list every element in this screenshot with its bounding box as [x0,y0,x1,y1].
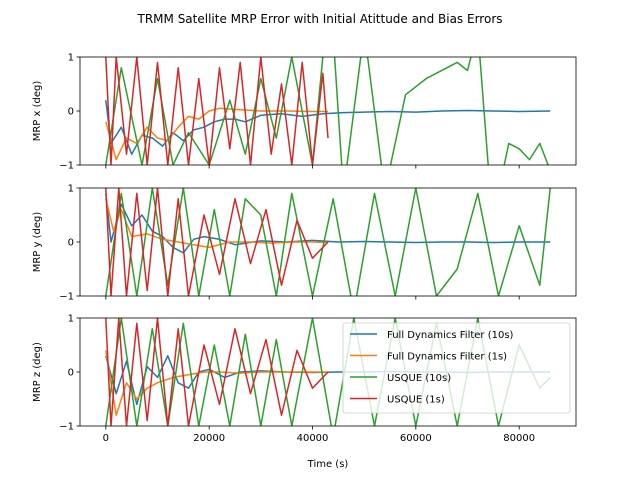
x-tick-label: 40000 [297,433,329,444]
y-axis-label: MRP x (deg) [32,81,43,142]
series-line-full-dynamics-filter-10s- [105,193,551,254]
y-axis-label: MRP z (deg) [32,342,43,402]
series-line-usque-1s- [105,57,329,165]
series-line-usque-10s- [105,57,549,165]
panel-3: −1 0 1 0 20000 40000 60000 80000 MRP z (deg) [32,314,577,444]
y-tick-label: 0 [68,238,74,249]
x-tick-label: 60000 [400,433,432,444]
panel-2: −1 0 1 MRP y (deg) [32,184,577,303]
y-tick-label: −1 [59,422,74,433]
panels: −1 0 1 MRP x (deg) −1 0 1 MRP y (deg) −1 0 1 0 20000… [32,53,577,444]
series-line-usque-1s- [105,318,329,426]
x-axis-label: Time (s) [307,459,349,470]
panel-lines [105,57,551,165]
y-tick-label: −1 [59,161,74,172]
panel-1: −1 0 1 MRP x (deg) [32,53,577,172]
legend: Full Dynamics Filter (10s) Full Dynamics … [342,322,571,414]
legend-label: USQUE (1s) [387,395,445,406]
legend-label: Full Dynamics Filter (10s) [387,330,514,341]
x-tick-label: 80000 [503,433,535,444]
legend-box [342,322,571,414]
panel-lines [105,188,551,296]
y-tick-label: 1 [68,314,74,325]
y-tick-label: 1 [68,184,74,195]
y-tick-label: −1 [59,292,74,303]
y-axis-label: MRP y (deg) [32,212,43,273]
y-tick-label: 0 [68,368,74,379]
legend-label: USQUE (10s) [387,373,451,384]
series-line-usque-1s- [105,188,329,296]
x-tick-label: 20000 [193,433,225,444]
chart-title: TRMM Satellite MRP Error with Initial At… [137,12,503,26]
x-tick-label: 0 [103,433,109,444]
legend-label: Full Dynamics Filter (1s) [387,352,507,363]
y-tick-label: 1 [68,53,74,64]
y-tick-label: 0 [68,107,74,118]
